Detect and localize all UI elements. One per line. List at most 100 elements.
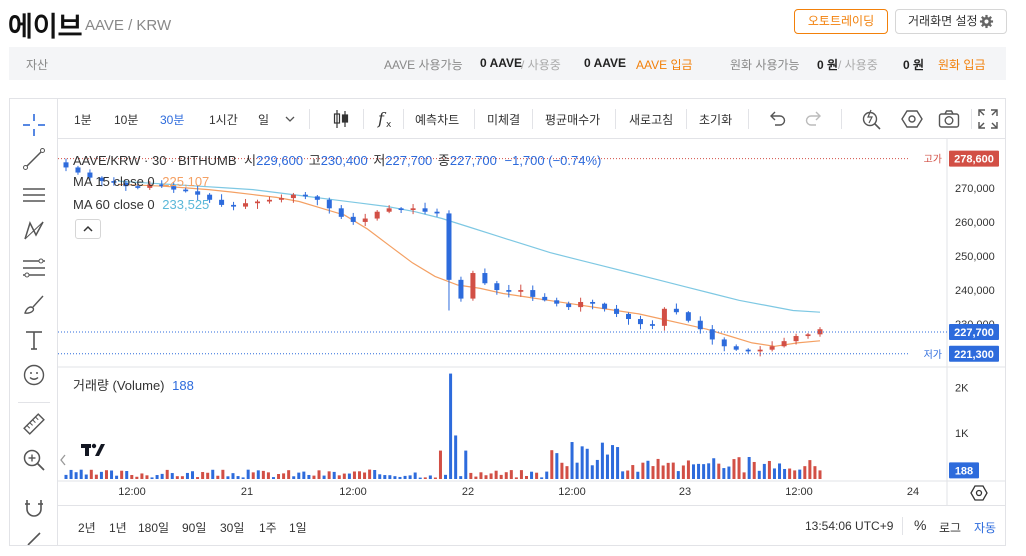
volume-bar xyxy=(585,448,589,479)
collapse-legend-button[interactable] xyxy=(75,219,101,239)
candle-body xyxy=(135,186,141,188)
range-180d[interactable]: 180일 xyxy=(138,521,170,535)
volume-last-label: 188 xyxy=(955,465,973,477)
range-90d[interactable]: 90일 xyxy=(182,521,207,535)
fib-retracement-icon[interactable] xyxy=(22,256,46,280)
volume-bar xyxy=(125,471,129,479)
volume-bar xyxy=(287,470,291,479)
candle-body xyxy=(207,194,213,200)
interval-1hour[interactable]: 1시간 xyxy=(209,113,238,127)
pencil-icon[interactable] xyxy=(22,531,46,545)
auto-trading-button[interactable]: 오토트레이딩 xyxy=(794,9,888,34)
volume-bar xyxy=(418,477,422,479)
volume-bar xyxy=(266,472,270,479)
candle-body xyxy=(637,319,643,325)
interval-10min[interactable]: 10분 xyxy=(114,113,139,127)
fullscreen-icon[interactable] xyxy=(977,108,999,130)
ma60-label: MA 60 close 0 xyxy=(73,197,155,212)
percent-toggle[interactable]: % xyxy=(914,517,927,533)
horizontal-lines-icon[interactable] xyxy=(22,183,46,207)
zoom-in-icon[interactable] xyxy=(22,448,46,472)
clock-timezone[interactable]: 13:54:06 UTC+9 xyxy=(805,519,894,533)
range-1y[interactable]: 1년 xyxy=(109,521,127,535)
reset-button[interactable]: 초기화 xyxy=(699,113,733,127)
undo-icon[interactable] xyxy=(766,108,788,130)
volume-bar xyxy=(428,475,432,479)
ruler-icon[interactable] xyxy=(22,412,46,436)
brush-icon[interactable] xyxy=(22,292,46,316)
volume-bar xyxy=(484,475,488,479)
time-tick-label: 12:00 xyxy=(785,486,813,498)
volume-bar xyxy=(322,475,326,479)
emoji-icon[interactable] xyxy=(22,363,46,387)
candle-body xyxy=(614,308,620,314)
aave-deposit-link[interactable]: AAVE 입금 xyxy=(636,58,693,72)
ma15-line xyxy=(117,183,821,347)
volume-bar xyxy=(808,460,812,479)
toolbar-divider xyxy=(474,109,475,129)
chevron-down-icon[interactable] xyxy=(283,108,297,130)
trend-line-icon[interactable] xyxy=(22,147,46,171)
screen-settings-button[interactable]: 거래화면 설정 xyxy=(895,9,1007,34)
settings-hexagon-icon[interactable] xyxy=(901,108,923,130)
aave-in-use-value: 0 AAVE xyxy=(584,56,627,70)
crosshair-icon[interactable] xyxy=(22,113,46,137)
open-value: 229,600 xyxy=(256,153,304,168)
refresh-button[interactable]: 새로고침 xyxy=(629,113,674,127)
interval-day[interactable]: 일 xyxy=(258,113,270,127)
log-toggle[interactable]: 로그 xyxy=(939,521,962,535)
camera-icon[interactable] xyxy=(938,108,960,130)
volume-bar xyxy=(686,460,690,479)
pattern-tool-icon[interactable] xyxy=(22,219,46,243)
volume-bar xyxy=(206,472,210,479)
krw-available-value: 0 원 xyxy=(817,58,839,72)
auto-toggle[interactable]: 자동 xyxy=(974,521,997,535)
quick-search-icon[interactable] xyxy=(861,108,883,130)
interval-1min[interactable]: 1분 xyxy=(74,113,92,127)
krw-in-use-value: 0 원 xyxy=(903,58,925,72)
candle-body xyxy=(721,339,727,347)
price-tick-label: 260,000 xyxy=(955,217,995,229)
high-price-tag: 고가 xyxy=(924,154,942,166)
price-chart[interactable]: 270,000260,000250,000240,000230,0001K2K1… xyxy=(58,139,1005,505)
candle-body xyxy=(590,301,596,304)
candlestick-icon[interactable] xyxy=(330,108,352,130)
candle-body xyxy=(470,273,476,299)
volume-bar xyxy=(661,465,665,479)
bottom-divider xyxy=(902,517,903,535)
volume-bar xyxy=(221,469,225,479)
volume-bar xyxy=(115,475,119,479)
asset-label: 자산 xyxy=(26,58,49,72)
candle-body xyxy=(123,182,129,187)
range-2y[interactable]: 2년 xyxy=(78,521,96,535)
high-price-label-bg xyxy=(949,150,999,167)
chevron-left-icon[interactable] xyxy=(58,452,68,468)
range-30d[interactable]: 30일 xyxy=(220,521,245,535)
forecast-chart-button[interactable]: 예측차트 xyxy=(415,113,460,127)
interval-30min[interactable]: 30분 xyxy=(160,113,185,127)
volume-bar xyxy=(605,454,609,479)
axis-settings-icon[interactable] xyxy=(970,484,988,502)
unfilled-orders-button[interactable]: 미체결 xyxy=(487,113,521,127)
volume-legend: 거래량 (Volume) 188 xyxy=(73,375,194,394)
candle-body xyxy=(159,184,165,187)
range-1w[interactable]: 1주 xyxy=(259,521,277,535)
avg-buy-price-button[interactable]: 평균매수가 xyxy=(545,113,601,127)
gear-icon xyxy=(979,14,994,29)
chart-plot-area[interactable]: 270,000260,000250,000240,000230,0001K2K1… xyxy=(58,139,1005,505)
volume-bar xyxy=(251,472,255,479)
candle-body xyxy=(458,279,464,299)
time-tick-label: 24 xyxy=(907,486,919,498)
candle-body xyxy=(446,213,452,280)
volume-bar xyxy=(99,471,103,479)
range-1d[interactable]: 1일 xyxy=(289,521,307,535)
candle-body xyxy=(99,177,105,182)
text-tool-icon[interactable] xyxy=(22,328,46,352)
redo-icon[interactable] xyxy=(803,108,825,130)
krw-deposit-link[interactable]: 원화 입금 xyxy=(938,58,986,72)
magnet-icon[interactable] xyxy=(22,497,46,521)
high-price-label: 278,600 xyxy=(954,154,994,166)
close-label: 종 xyxy=(437,153,450,168)
